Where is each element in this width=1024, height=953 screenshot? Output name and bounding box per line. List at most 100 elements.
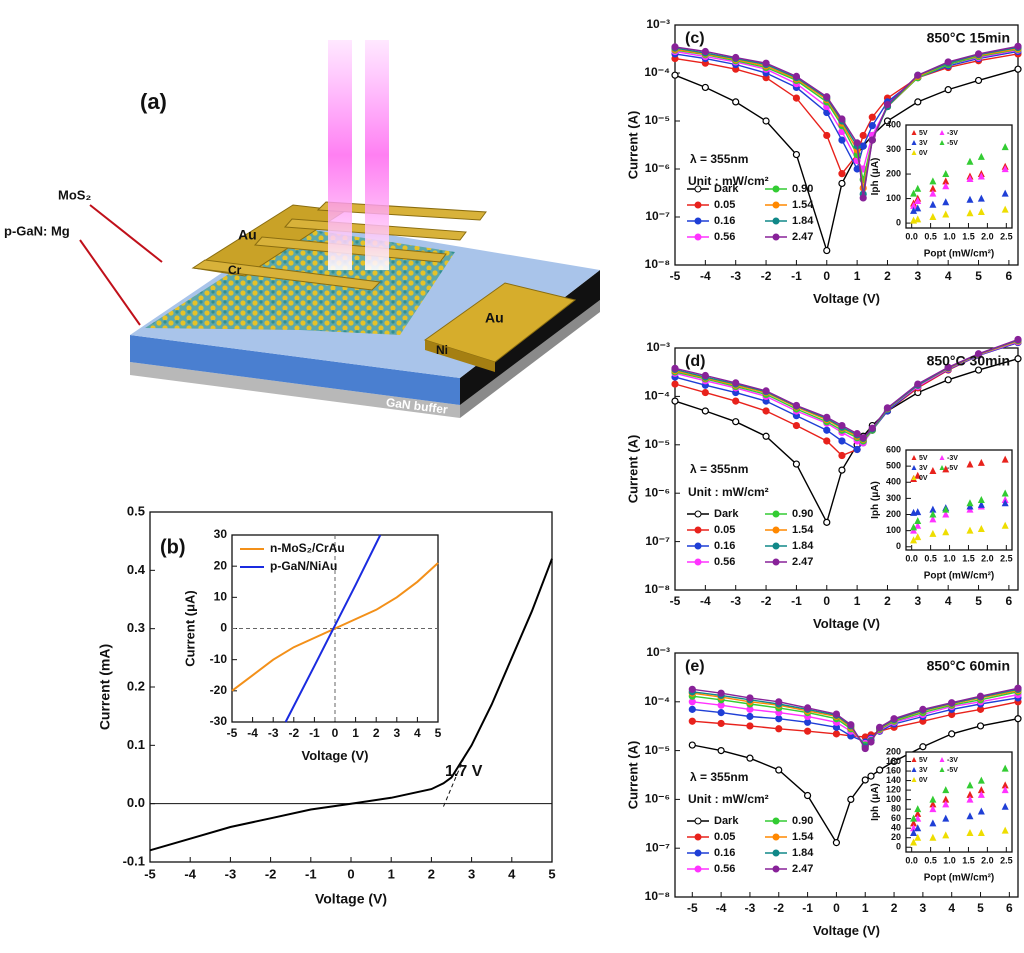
data-point <box>919 705 927 713</box>
x-tick-label: 4 <box>945 594 952 608</box>
x-tick-label: 2.5 <box>1000 855 1013 865</box>
legend-swatch <box>694 542 702 550</box>
legend-swatch <box>772 849 780 857</box>
chart-panel: -5 -4 -3 -2 -1 0 1 2 3 4 5 6 10⁻⁸ 10⁻⁷ 10⁻⁶ 10⁻⁵ 10⁻⁴ 10⁻… <box>626 645 1022 938</box>
x-tick-label: 2 <box>884 594 891 608</box>
data-point <box>910 838 918 846</box>
data-point <box>823 413 831 421</box>
y-tick-label: 500 <box>886 461 901 471</box>
data-point <box>823 518 831 526</box>
data-point <box>966 790 974 798</box>
y-tick-label: 300 <box>886 144 901 154</box>
data-point <box>823 426 831 434</box>
legend-label: 0.05 <box>714 199 735 211</box>
data-point <box>701 371 709 380</box>
x-tick-label: -5 <box>687 901 698 915</box>
data-point <box>942 182 950 190</box>
data-point <box>847 795 855 804</box>
x-tick-label: 1 <box>352 726 359 740</box>
data-point <box>832 730 841 738</box>
legend-swatch <box>939 757 945 762</box>
legend-label: 0.16 <box>714 847 735 859</box>
y-tick-label: 400 <box>886 119 901 129</box>
y-tick-label: 10⁻³ <box>646 645 670 659</box>
data-point <box>792 72 801 80</box>
annotation: λ = 355nm <box>690 462 748 476</box>
legend-label: 0.56 <box>714 231 735 243</box>
legend-swatch <box>694 865 702 873</box>
annotation: 1.7 V <box>445 763 483 780</box>
data-point <box>701 407 709 415</box>
data-point <box>717 746 725 755</box>
data-point <box>942 795 950 803</box>
device-schematic: (a) MoS₂ p-GaN: Mg Au Cr Au Ni GaN buffe… <box>4 40 600 433</box>
legend-swatch <box>911 757 917 762</box>
legend-label: p-GaN/NiAu <box>270 559 337 573</box>
x-tick-label: 1.5 <box>962 553 975 563</box>
data-point <box>942 831 950 839</box>
x-tick-label: 3 <box>914 594 921 608</box>
x-tick-label: 5 <box>975 594 982 608</box>
legend-swatch <box>772 865 780 873</box>
data-point <box>914 833 922 841</box>
x-tick-label: -2 <box>773 901 784 915</box>
legend-label: 2.47 <box>792 863 813 875</box>
y-tick-label: 80 <box>891 804 901 814</box>
x-tick-label: 0 <box>823 269 830 283</box>
x-tick-label: 3 <box>914 269 921 283</box>
legend-swatch <box>772 185 780 193</box>
y-tick-label: 0.3 <box>127 620 145 635</box>
data-point <box>792 150 801 159</box>
data-point <box>966 781 974 789</box>
data-point <box>717 689 725 697</box>
legend-label: 0.90 <box>792 815 813 827</box>
y-tick-label: 10⁻⁵ <box>645 437 670 451</box>
legend-label: 1.54 <box>792 199 814 211</box>
data-point <box>883 100 892 109</box>
data-point <box>914 533 922 541</box>
legend-label: 0.16 <box>714 540 735 552</box>
legend-swatch <box>911 140 917 145</box>
x-tick-label: 2 <box>891 901 898 915</box>
data-point <box>792 401 801 410</box>
data-point <box>688 741 696 749</box>
legend-label: -5V <box>947 465 958 472</box>
x-tick-label: 5 <box>548 866 555 881</box>
legend-swatch <box>694 526 702 534</box>
data-point <box>1014 715 1022 723</box>
data-point <box>671 71 679 79</box>
plot-area <box>905 124 1013 229</box>
x-tick-label: 3 <box>468 866 475 881</box>
data-point <box>910 523 918 531</box>
annotation: λ = 355nm <box>690 770 748 784</box>
data-point <box>671 364 679 372</box>
data-point <box>868 113 876 121</box>
data-point <box>1001 802 1009 810</box>
legend-swatch <box>939 140 945 145</box>
data-point <box>861 744 869 753</box>
data-point <box>1014 684 1022 692</box>
data-point <box>1001 781 1009 789</box>
data-point <box>853 139 861 147</box>
legend-label: Dark <box>714 508 739 520</box>
x-tick-label: 1 <box>854 594 861 608</box>
data-point <box>914 516 922 524</box>
y-axis-label: Current (A) <box>626 435 641 504</box>
inset-chart: 0.0 0.5 1.0 1.5 2.0 2.5 0 100 200 300 400 Popt (mW/… <box>870 119 1013 260</box>
legend-swatch <box>939 130 945 135</box>
data-point <box>929 466 937 474</box>
data-point <box>823 131 831 140</box>
legend-swatch <box>772 542 780 550</box>
data-point <box>974 76 983 85</box>
legend-label: n-MoS₂/CrAu <box>270 541 345 555</box>
data-point <box>942 170 950 178</box>
y-tick-label: 0 <box>896 217 901 227</box>
data-point <box>966 195 974 203</box>
panel-label: (b) <box>160 536 186 558</box>
x-tick-label: -2 <box>265 866 277 881</box>
data-point <box>942 198 950 206</box>
layer-label: p-GaN: Mg <box>4 223 70 238</box>
y-tick-label: 10⁻⁸ <box>645 889 670 903</box>
data-point <box>914 508 922 516</box>
